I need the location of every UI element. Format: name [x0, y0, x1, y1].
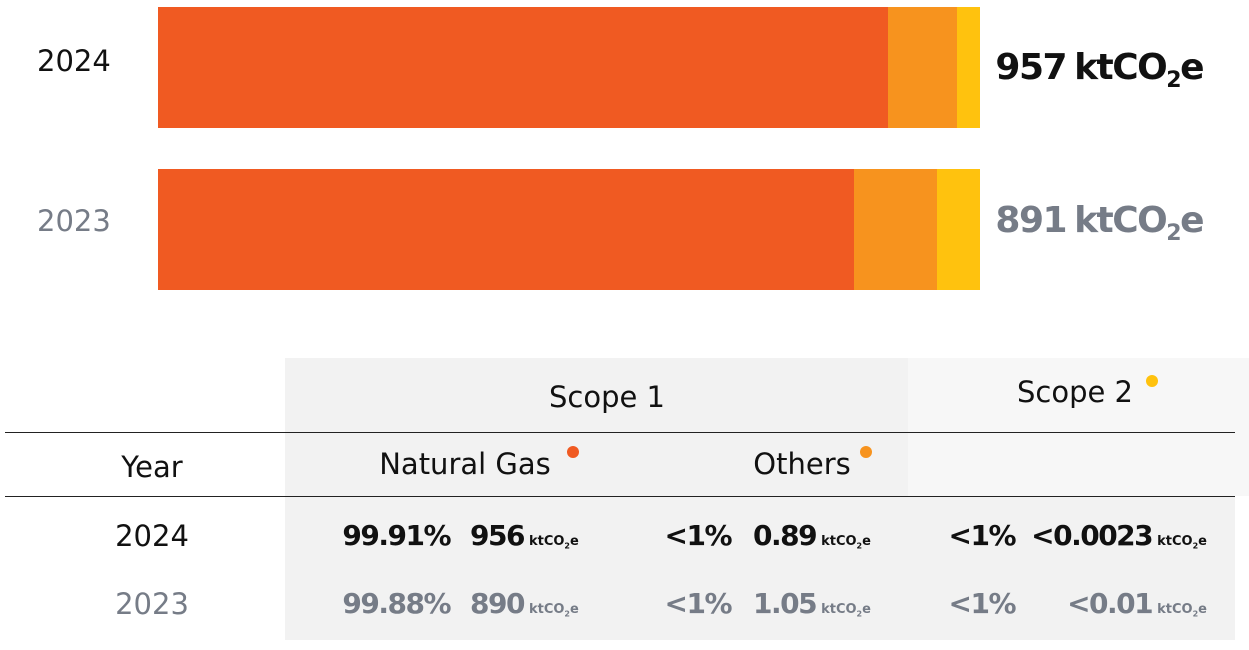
- legend-dot: [1146, 375, 1158, 387]
- year-label: 2023: [37, 204, 111, 238]
- bar-segment: [937, 169, 980, 290]
- unit-suffix: e: [1180, 47, 1204, 88]
- unit-suffix: e: [1198, 602, 1207, 617]
- unit: ktCO2e: [1074, 47, 1204, 92]
- share: 99.88%: [342, 587, 451, 620]
- share-text: <1%: [664, 587, 733, 620]
- unit: ktCO2e: [1157, 602, 1207, 619]
- header: Scope 2: [1016, 375, 1134, 409]
- share: <1%: [664, 519, 733, 552]
- share-text: 99.88%: [342, 587, 451, 620]
- unit: ktCO2e: [821, 602, 871, 619]
- unit: ktCO2e: [528, 602, 579, 619]
- unit-subscript: 2: [856, 541, 863, 551]
- scope2-bg: [908, 496, 1235, 640]
- unit-subscript: 2: [1166, 221, 1181, 247]
- unit-base: ktCO: [821, 534, 857, 549]
- divider: [5, 496, 1235, 497]
- unit-subscript: 2: [1166, 68, 1181, 94]
- bar-segment: [957, 7, 980, 128]
- legend-dot: [860, 446, 872, 458]
- value-text: 956: [470, 519, 525, 552]
- unit-base: ktCO: [528, 534, 565, 549]
- value-text: <0.01: [1067, 587, 1154, 620]
- legend-dot: [567, 446, 579, 458]
- value: 890 ktCO2e: [470, 590, 579, 619]
- scope2-header-bg: [908, 358, 1249, 496]
- row-year: 2023: [115, 587, 189, 621]
- share: <1%: [948, 519, 1017, 552]
- unit-subscript: 2: [564, 609, 570, 619]
- year-label: 2024: [37, 44, 111, 78]
- unit: ktCO2e: [528, 534, 579, 551]
- header: Year: [121, 450, 183, 484]
- row-year: 2024: [115, 519, 189, 553]
- value-text: <0.0023: [1031, 519, 1154, 552]
- value-text: 0.89: [753, 519, 818, 552]
- bar-segment: [888, 7, 957, 128]
- total-value: 891: [995, 200, 1067, 241]
- header: Others: [753, 447, 851, 481]
- total-value: 957: [995, 47, 1067, 88]
- unit-subscript: 2: [1192, 609, 1199, 619]
- unit-base: ktCO: [1074, 200, 1168, 241]
- unit-base: ktCO: [528, 602, 565, 617]
- unit: ktCO2e: [1074, 200, 1204, 245]
- unit-suffix: e: [1180, 200, 1204, 241]
- unit-base: ktCO: [1157, 534, 1193, 549]
- value: <0.0023 ktCO2e: [1031, 522, 1207, 551]
- unit-base: ktCO: [1157, 602, 1193, 617]
- divider: [5, 432, 1235, 433]
- value-text: 1.05: [753, 587, 818, 620]
- unit-base: ktCO: [1074, 47, 1168, 88]
- unit-suffix: e: [569, 534, 579, 549]
- unit-subscript: 2: [856, 609, 863, 619]
- share-text: 99.91%: [342, 519, 451, 552]
- share-text: <1%: [948, 519, 1017, 552]
- header: Scope 1: [548, 380, 666, 414]
- value: 956 ktCO2e: [470, 522, 579, 551]
- share: <1%: [664, 587, 733, 620]
- value: 0.89 ktCO2e: [753, 522, 871, 551]
- value: 1.05 ktCO2e: [753, 590, 871, 619]
- unit-base: ktCO: [821, 602, 857, 617]
- value: <0.01 ktCO2e: [1067, 590, 1207, 619]
- bar-segment: [158, 7, 888, 128]
- unit-subscript: 2: [1192, 541, 1199, 551]
- unit: ktCO2e: [1157, 534, 1207, 551]
- bar-segment: [158, 169, 854, 290]
- share-text: <1%: [948, 587, 1017, 620]
- header: Natural Gas: [379, 447, 551, 481]
- total: 891 ktCO2e: [995, 200, 1204, 245]
- unit-suffix: e: [862, 602, 871, 617]
- total: 957 ktCO2e: [995, 47, 1204, 92]
- share-text: <1%: [664, 519, 733, 552]
- value-text: 890: [470, 587, 525, 620]
- bar-segment: [854, 169, 937, 290]
- share: 99.91%: [342, 519, 451, 552]
- unit-suffix: e: [862, 534, 871, 549]
- unit-suffix: e: [569, 602, 579, 617]
- share: <1%: [948, 587, 1017, 620]
- unit: ktCO2e: [821, 534, 871, 551]
- unit-subscript: 2: [564, 541, 570, 551]
- unit-suffix: e: [1198, 534, 1207, 549]
- scope1-bg: [285, 358, 908, 640]
